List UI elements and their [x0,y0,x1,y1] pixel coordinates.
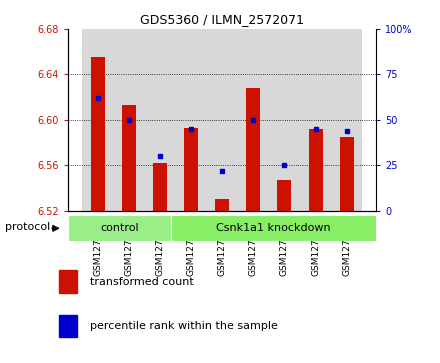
Bar [340,137,354,211]
Bar [144,29,176,211]
Text: Csnk1a1 knockdown: Csnk1a1 knockdown [216,223,331,233]
Text: protocol: protocol [5,222,51,232]
Bar [68,215,171,241]
Bar [153,163,167,211]
Bar [269,29,300,211]
Bar [215,199,229,211]
Bar [59,315,77,338]
Bar [246,88,260,211]
Bar [82,29,114,211]
Bar [114,29,144,211]
Bar [300,29,331,211]
Bar [59,270,77,293]
Text: control: control [100,223,139,233]
Bar [331,29,362,211]
Bar [176,29,207,211]
Bar [184,128,198,211]
Bar [308,129,323,211]
Bar [171,215,376,241]
Bar [122,105,136,211]
Bar [207,29,238,211]
Title: GDS5360 / ILMN_2572071: GDS5360 / ILMN_2572071 [140,13,304,26]
Text: transformed count: transformed count [91,277,194,286]
Bar [91,57,105,211]
Bar [238,29,269,211]
Text: percentile rank within the sample: percentile rank within the sample [91,321,279,331]
Bar [278,180,291,211]
